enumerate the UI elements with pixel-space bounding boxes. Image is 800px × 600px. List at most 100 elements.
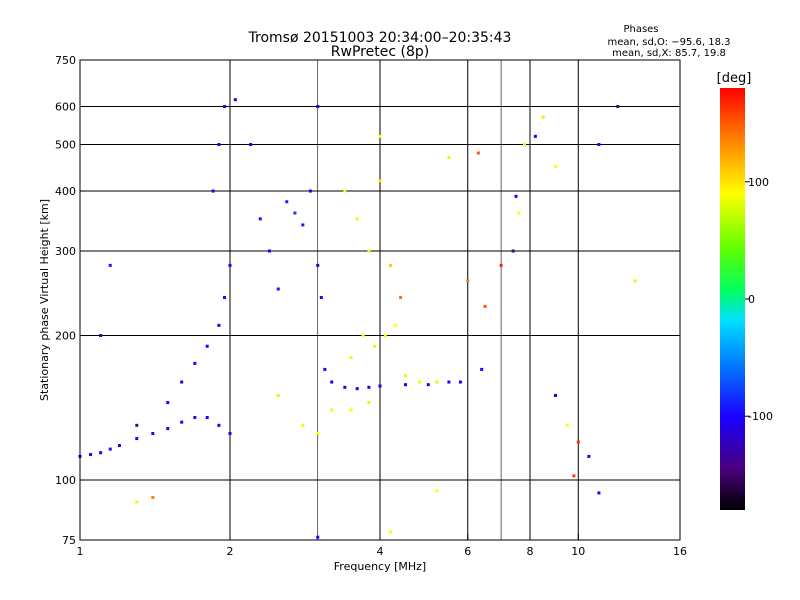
data-point bbox=[330, 408, 334, 412]
y-tick-label: 500 bbox=[55, 139, 76, 152]
data-point bbox=[223, 105, 227, 109]
x-tick-label: 16 bbox=[673, 545, 687, 558]
data-point bbox=[383, 334, 387, 338]
data-point bbox=[533, 134, 537, 138]
y-axis-label: Stationary phase Virtual Height [km] bbox=[38, 199, 51, 401]
data-point bbox=[514, 194, 518, 198]
data-point bbox=[483, 304, 487, 308]
data-point bbox=[166, 427, 170, 431]
data-point bbox=[466, 279, 470, 283]
data-point bbox=[217, 323, 221, 327]
data-point bbox=[597, 143, 601, 147]
data-point bbox=[108, 263, 112, 267]
data-point bbox=[565, 423, 569, 427]
data-point bbox=[316, 263, 320, 267]
data-point bbox=[403, 374, 407, 378]
data-point bbox=[403, 383, 407, 387]
data-point bbox=[108, 447, 112, 451]
y-tick-label: 300 bbox=[55, 245, 76, 258]
data-point bbox=[223, 296, 227, 300]
data-point bbox=[394, 323, 398, 327]
data-point bbox=[180, 420, 184, 424]
phase-stats-line-x: mean, sd,X: 85.7, 19.8 bbox=[612, 48, 726, 59]
data-point bbox=[572, 474, 576, 478]
data-point bbox=[301, 223, 305, 227]
data-point bbox=[597, 491, 601, 495]
data-point bbox=[135, 437, 139, 441]
data-point bbox=[367, 249, 371, 253]
data-point bbox=[633, 279, 637, 283]
data-point bbox=[553, 164, 557, 168]
data-point bbox=[89, 453, 93, 457]
y-tick-label: 75 bbox=[62, 534, 76, 547]
data-point bbox=[447, 380, 451, 384]
data-point bbox=[355, 387, 359, 391]
phase-stats-line-o: mean, sd,O: −95.6, 18.3 bbox=[608, 37, 731, 48]
data-point bbox=[361, 334, 365, 338]
data-point bbox=[316, 432, 320, 436]
data-point bbox=[367, 401, 371, 405]
gridlines bbox=[80, 60, 680, 540]
colorbar-ticks: 100 0 -100 bbox=[745, 176, 773, 423]
data-point bbox=[616, 105, 620, 109]
data-point bbox=[217, 423, 221, 427]
data-point bbox=[523, 143, 527, 147]
colorbar-tick-label: -100 bbox=[748, 410, 773, 423]
data-point bbox=[511, 249, 515, 253]
colorbar bbox=[720, 88, 745, 510]
data-point bbox=[417, 380, 421, 384]
data-point bbox=[349, 355, 353, 359]
data-point bbox=[378, 384, 382, 388]
y-tick-label: 750 bbox=[55, 54, 76, 67]
data-point bbox=[323, 367, 327, 371]
data-point bbox=[228, 432, 232, 436]
data-point bbox=[316, 105, 320, 109]
data-point bbox=[166, 401, 170, 405]
data-point bbox=[135, 500, 139, 504]
data-point bbox=[343, 385, 347, 389]
y-axis-ticks: 75 100 200 300 400 500 600 750 bbox=[55, 54, 86, 547]
data-point bbox=[447, 155, 451, 159]
data-point bbox=[258, 217, 262, 221]
data-point bbox=[458, 380, 462, 384]
data-point bbox=[99, 451, 103, 455]
data-point bbox=[343, 189, 347, 193]
data-point bbox=[151, 495, 155, 499]
data-point bbox=[426, 383, 430, 387]
y-tick-label: 200 bbox=[55, 330, 76, 343]
y-tick-label: 600 bbox=[55, 101, 76, 114]
data-point bbox=[180, 380, 184, 384]
colorbar-label: [deg] bbox=[717, 71, 752, 86]
data-point bbox=[276, 394, 280, 398]
data-point bbox=[308, 189, 312, 193]
data-point bbox=[553, 394, 557, 398]
chart-title: Tromsø 20151003 20:34:00–20:35:43 bbox=[248, 30, 512, 46]
x-tick-label: 8 bbox=[527, 545, 534, 558]
data-point bbox=[319, 296, 323, 300]
data-point bbox=[517, 211, 521, 215]
data-point bbox=[435, 380, 439, 384]
data-point bbox=[373, 344, 377, 348]
data-point bbox=[228, 263, 232, 267]
data-point bbox=[476, 151, 480, 155]
data-point bbox=[587, 454, 591, 458]
data-point bbox=[576, 440, 580, 444]
data-point bbox=[217, 143, 221, 147]
x-tick-label: 1 bbox=[77, 545, 84, 558]
chart-subtitle: RwPretec (8p) bbox=[331, 44, 429, 60]
data-point bbox=[389, 263, 393, 267]
colorbar-tick-label: 100 bbox=[748, 176, 769, 189]
data-point bbox=[367, 385, 371, 389]
data-point bbox=[349, 408, 353, 412]
data-point bbox=[285, 200, 289, 204]
data-point bbox=[435, 489, 439, 493]
data-point bbox=[378, 134, 382, 138]
data-point bbox=[541, 115, 545, 119]
data-point bbox=[99, 334, 103, 338]
data-point bbox=[205, 415, 209, 419]
data-point bbox=[233, 98, 237, 102]
data-point bbox=[117, 444, 121, 448]
data-point bbox=[301, 423, 305, 427]
data-point bbox=[193, 361, 197, 365]
